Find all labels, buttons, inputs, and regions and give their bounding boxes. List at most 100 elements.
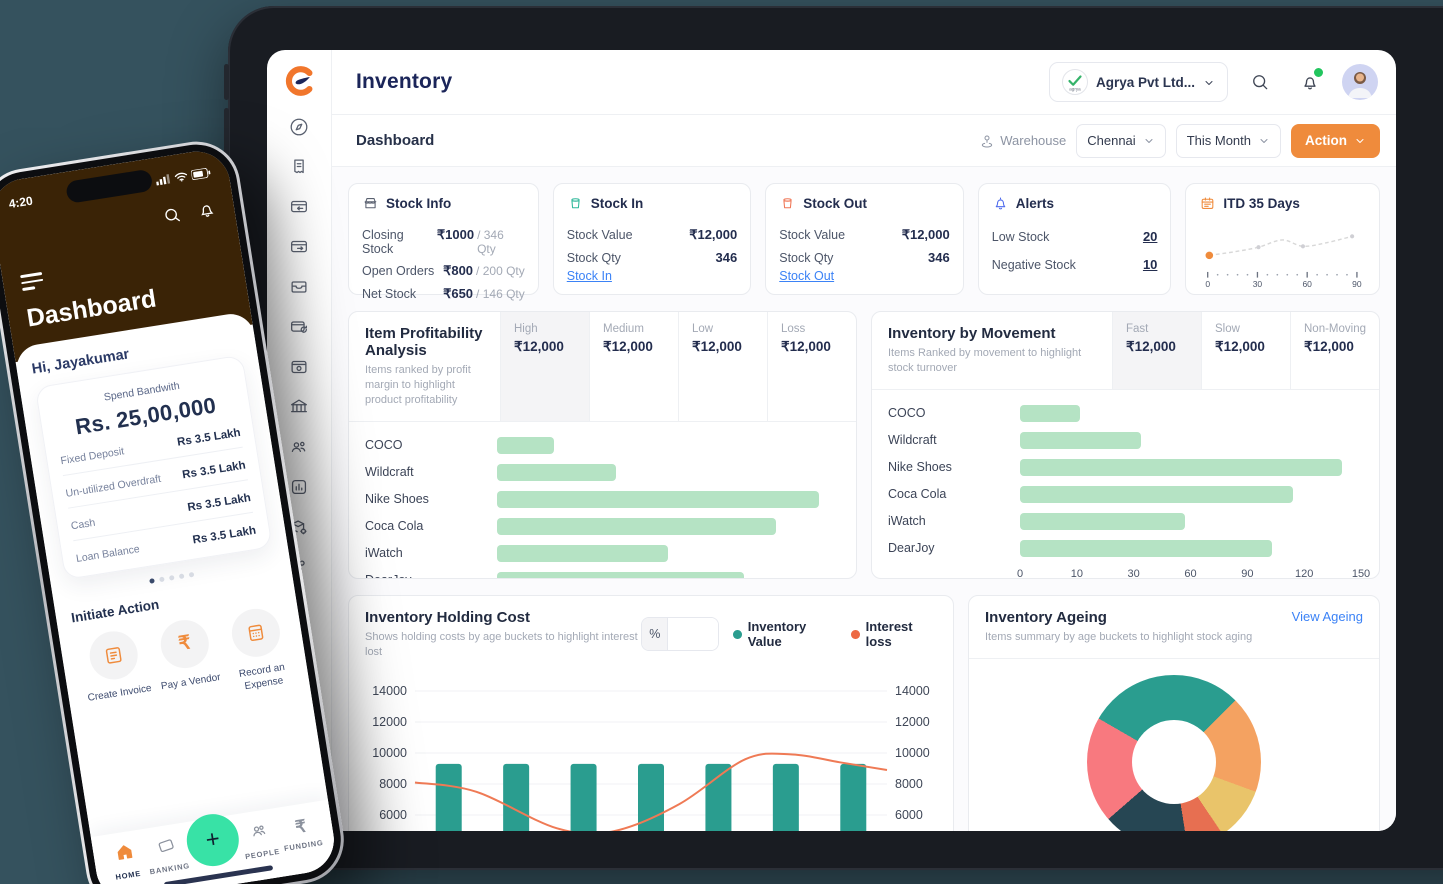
chart-subtitle: Shows holding costs by age buckets to hi… [365, 631, 638, 658]
app-header: Inventory agrya Agrya Pvt Ltd... [332, 50, 1396, 115]
people-icon [247, 819, 271, 847]
stock-in-card: Stock In Stock Value ₹12,000 Stock Qty 346… [552, 183, 752, 295]
bar-row-coca-cola: Coca Cola [888, 481, 1361, 508]
carousel-dot[interactable] [158, 576, 165, 582]
location-person-icon [982, 135, 993, 148]
tab-value: ₹12,000 [1304, 339, 1354, 354]
sidebar-item-bank[interactable] [288, 396, 310, 418]
company-logo: agrya [1061, 69, 1088, 95]
bell-icon[interactable] [196, 199, 218, 221]
chevron-down-icon [1354, 135, 1366, 147]
bar-label: Nike Shoes [888, 460, 952, 475]
movement-bars: COCO Wildcraft Nike Shoes Coca Cola iWatch De… [872, 390, 1379, 562]
rupee-icon: ₹ [157, 616, 213, 672]
view-ageing-link[interactable]: View Ageing [1291, 609, 1363, 624]
bar-track [497, 463, 838, 481]
sidebar-item-customers[interactable] [288, 436, 310, 458]
battery-icon [190, 167, 211, 181]
sidebar-item-reports-chart[interactable] [288, 476, 310, 498]
bar-label: Coca Cola [365, 519, 424, 534]
tab-label: Slow [1215, 323, 1240, 335]
percentage-input[interactable] [668, 618, 719, 651]
bar [497, 463, 617, 481]
alerts-card: Alerts Low Stock 20 Negative Stock 10 [977, 183, 1172, 295]
nav-item-funding[interactable]: ₹ FUNDING [278, 814, 325, 853]
svg-text:10000: 10000 [895, 746, 930, 760]
inventory-tray-icon [291, 281, 307, 293]
action-button[interactable]: Action [1291, 123, 1380, 158]
stock-out-link[interactable]: Stock Out [779, 269, 835, 283]
tab-low[interactable]: Low ₹12,000 [678, 312, 767, 421]
chart-title: Item Profitability Analysis [365, 325, 483, 359]
axis-tick: 30 [1127, 567, 1140, 579]
bar-track [497, 517, 838, 535]
search-icon[interactable] [161, 204, 183, 226]
bar-row-iwatch: iWatch [365, 540, 838, 567]
spend-bandwidth-card: Spend Bandwith Rs. 25,00,000 Fixed Depos… [34, 354, 273, 580]
low-stock-count[interactable]: 20 [1142, 229, 1158, 244]
axis-tick: 60 [1184, 567, 1197, 579]
phone-action-create-invoice[interactable]: Create Invoice [74, 626, 158, 718]
search-button[interactable] [1242, 64, 1278, 100]
nav-item-people[interactable]: PEOPLE [237, 818, 284, 862]
bar-row-dearjoy: DearJoy [888, 535, 1361, 562]
stock-out-row: Stock Value ₹12,000 [779, 227, 950, 242]
sidebar-item-money-in-card[interactable] [288, 196, 310, 218]
user-avatar[interactable] [1342, 64, 1378, 100]
sidebar-item-dashboard-compass[interactable] [288, 116, 310, 138]
carousel-dot[interactable] [178, 572, 184, 579]
period-select[interactable]: This Month [1175, 123, 1281, 158]
stock-in-link[interactable]: Stock In [566, 269, 612, 283]
company-selector[interactable]: agrya Agrya Pvt Ltd... [1048, 62, 1228, 102]
bar-label: Nike Shoes [365, 492, 429, 507]
chevron-down-icon [1143, 135, 1155, 147]
bar-label: COCO [888, 406, 926, 421]
invoices-receipt-icon [294, 159, 304, 174]
main-area: Inventory agrya Agrya Pvt Ltd... [332, 50, 1396, 831]
tab-label: Loss [781, 323, 806, 335]
stock-out-card: Stock Out Stock Value ₹12,000 Stock Qty 34… [765, 183, 964, 295]
nav-label: HOME [114, 868, 142, 882]
app-logo[interactable] [282, 64, 316, 98]
sidebar-item-inventory-tray[interactable] [288, 276, 310, 298]
carousel-dot[interactable] [188, 571, 194, 578]
add-button[interactable]: + [183, 810, 243, 870]
sidebar-item-invoices-receipt[interactable] [288, 156, 310, 178]
sidebar-item-wallet-sync[interactable] [288, 316, 310, 338]
phone-device: 4:20 Dashboard [0, 135, 351, 884]
bar-track [1020, 485, 1361, 503]
nav-item-banking[interactable]: BANKING [144, 832, 191, 876]
wallet-sync-icon [291, 321, 307, 333]
tab-medium[interactable]: Medium ₹12,000 [589, 312, 678, 421]
nav-label: BANKING [148, 861, 191, 877]
tab-high[interactable]: High ₹12,000 [500, 312, 589, 421]
carousel-dot[interactable] [148, 577, 155, 584]
stock-out-bin-icon [783, 198, 792, 209]
sidebar-item-pos-box[interactable] [288, 356, 310, 378]
negative-stock-count[interactable]: 10 [1142, 257, 1158, 272]
bar-row-nike-shoes: Nike Shoes [365, 486, 838, 513]
chart-title: Inventory Ageing [985, 609, 1107, 626]
tab-loss[interactable]: Loss ₹12,000 [767, 312, 856, 421]
svg-text:8000: 8000 [895, 777, 923, 791]
movement-tabs: Fast ₹12,000 Slow ₹12,000 Non-Moving ₹12,000 [1112, 312, 1379, 389]
warehouse-select[interactable]: Chennai [1076, 123, 1166, 158]
phone-action-pay-a-vendor[interactable]: ₹ Pay a Vendor [145, 614, 229, 706]
bar [497, 544, 668, 562]
tab-slow[interactable]: Slow ₹12,000 [1201, 312, 1290, 389]
sidebar-item-money-out-card[interactable] [288, 236, 310, 258]
action-label: Pay a Vendor [160, 671, 222, 692]
phone-action-record-an-expense[interactable]: Record an Expense [217, 603, 301, 695]
rupee-icon: ₹ [293, 815, 308, 837]
svg-text:12000: 12000 [895, 715, 930, 729]
svg-text:agrya: agrya [1069, 86, 1081, 91]
tab-non-moving[interactable]: Non-Moving ₹12,000 [1290, 312, 1379, 389]
tab-fast[interactable]: Fast ₹12,000 [1112, 312, 1201, 389]
carousel-dot[interactable] [168, 574, 175, 581]
percent-prefix: % [642, 618, 669, 651]
phone-screen: 4:20 Dashboard [0, 146, 339, 884]
bar-track [1020, 404, 1361, 422]
nav-item-home[interactable]: HOME [102, 839, 149, 883]
store-icon [364, 198, 377, 209]
notifications-button[interactable] [1292, 64, 1328, 100]
